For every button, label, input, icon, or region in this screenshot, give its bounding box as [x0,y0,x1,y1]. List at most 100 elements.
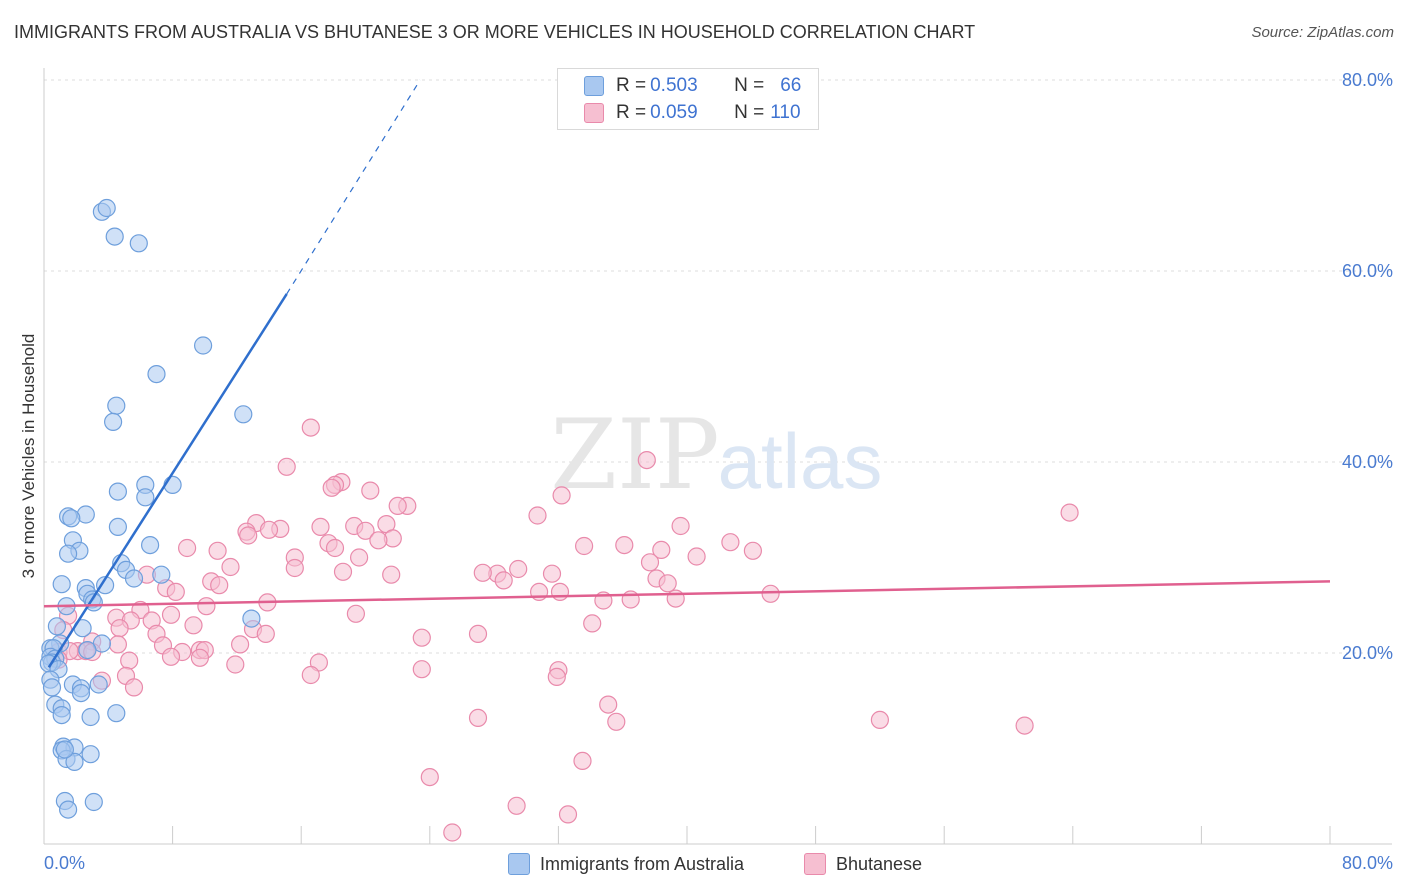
point-bhutanese [369,531,388,550]
point-bhutanese [256,624,275,644]
point-bhutanese [311,517,330,537]
point-australia [194,336,213,355]
point-bhutanese [161,647,181,666]
trend-layer [43,79,1331,668]
point-bhutanese [870,710,890,730]
point-bhutanese [301,418,320,437]
legend-r-value: 0.503 [650,75,698,96]
point-bhutanese [110,619,129,638]
point-bhutanese [190,648,209,667]
point-bhutanese [687,547,706,566]
points-layer [39,198,1079,842]
point-australia [78,640,97,660]
point-australia [107,396,126,415]
bottom-legend-swatch-bhutanese [804,853,826,875]
point-bhutanese [494,571,513,590]
point-bhutanese [412,660,431,679]
point-bhutanese [231,635,250,654]
point-bhutanese [652,540,671,560]
point-bhutanese [509,559,528,579]
trendline-australia-extension [286,79,421,295]
point-bhutanese [637,451,656,470]
point-bhutanese [184,616,203,635]
point-bhutanese [583,614,602,633]
point-australia [58,544,78,563]
point-bhutanese [547,667,566,687]
point-bhutanese [599,695,618,714]
legend-n-value: 110 [770,102,801,123]
legend-row-australia: R = 0.503 N = 66 [584,73,801,99]
bottom-legend-swatch-australia [508,853,530,875]
trendline-bhutanese [43,580,1331,608]
grid-layer [44,79,1392,654]
chart-title: IMMIGRANTS FROM AUSTRALIA VS BHUTANESE 3… [14,22,976,42]
point-bhutanese [161,605,181,624]
point-bhutanese [743,541,763,560]
point-bhutanese [120,651,139,670]
point-bhutanese [671,516,690,536]
point-bhutanese [443,823,462,842]
point-bhutanese [108,635,128,654]
point-bhutanese [301,665,320,685]
point-australia [108,482,128,501]
point-australia [81,745,100,764]
point-bhutanese [346,604,365,623]
point-australia [141,535,160,555]
legend-r-label: R = [616,75,647,96]
point-bhutanese [178,538,197,558]
point-bhutanese [325,538,345,558]
point-bhutanese [210,576,229,595]
point-bhutanese [333,562,353,581]
point-australia [152,565,171,584]
point-australia [84,792,103,812]
point-bhutanese [573,751,592,771]
y-axis-label: 3 or more Vehicles in Household [19,334,38,579]
point-bhutanese [607,712,626,731]
point-bhutanese [507,796,526,815]
point-bhutanese [208,541,227,560]
point-australia [105,227,124,246]
point-bhutanese [658,574,677,593]
point-australia [124,569,144,588]
point-bhutanese [558,805,578,824]
point-australia [163,475,182,494]
point-australia [52,705,71,725]
y-tick-label: 60.0% [1342,261,1393,281]
point-australia [108,517,128,537]
y-tick-label: 40.0% [1342,452,1393,472]
point-australia [234,405,253,424]
point-bhutanese [259,520,279,539]
point-australia [71,683,91,703]
point-bhutanese [388,496,407,515]
point-bhutanese [382,565,401,584]
point-australia [89,675,108,694]
watermark-atlas: atlas [718,417,883,505]
point-australia [52,575,71,594]
point-australia [65,752,84,772]
legend-n-label: N = [734,102,765,123]
point-australia [242,609,261,628]
point-australia [42,678,62,697]
correlation-legend: R = 0.503 N = 66 R = 0.059 N = 110 [557,68,819,130]
point-bhutanese [322,478,341,497]
x-tick-label-min: 0.0% [44,853,85,873]
point-australia [136,488,155,507]
bottom-legend-australia: Immigrants from Australia [508,850,744,878]
legend-r-label: R = [616,102,647,123]
point-bhutanese [550,582,570,602]
point-australia [55,740,75,759]
legend-row-bhutanese: R = 0.059 N = 110 [584,100,801,126]
y-tick-label: 80.0% [1342,70,1393,90]
point-bhutanese [542,564,562,583]
point-bhutanese [350,548,369,567]
point-bhutanese [528,506,547,525]
legend-swatch-bhutanese [584,103,604,123]
point-bhutanese [221,557,240,577]
point-bhutanese [1060,503,1079,522]
bottom-legend-bhutanese: Bhutanese [804,850,922,878]
point-australia [58,800,78,819]
legend-n-value: 66 [780,75,802,96]
point-bhutanese [361,481,380,500]
point-bhutanese [761,584,780,603]
